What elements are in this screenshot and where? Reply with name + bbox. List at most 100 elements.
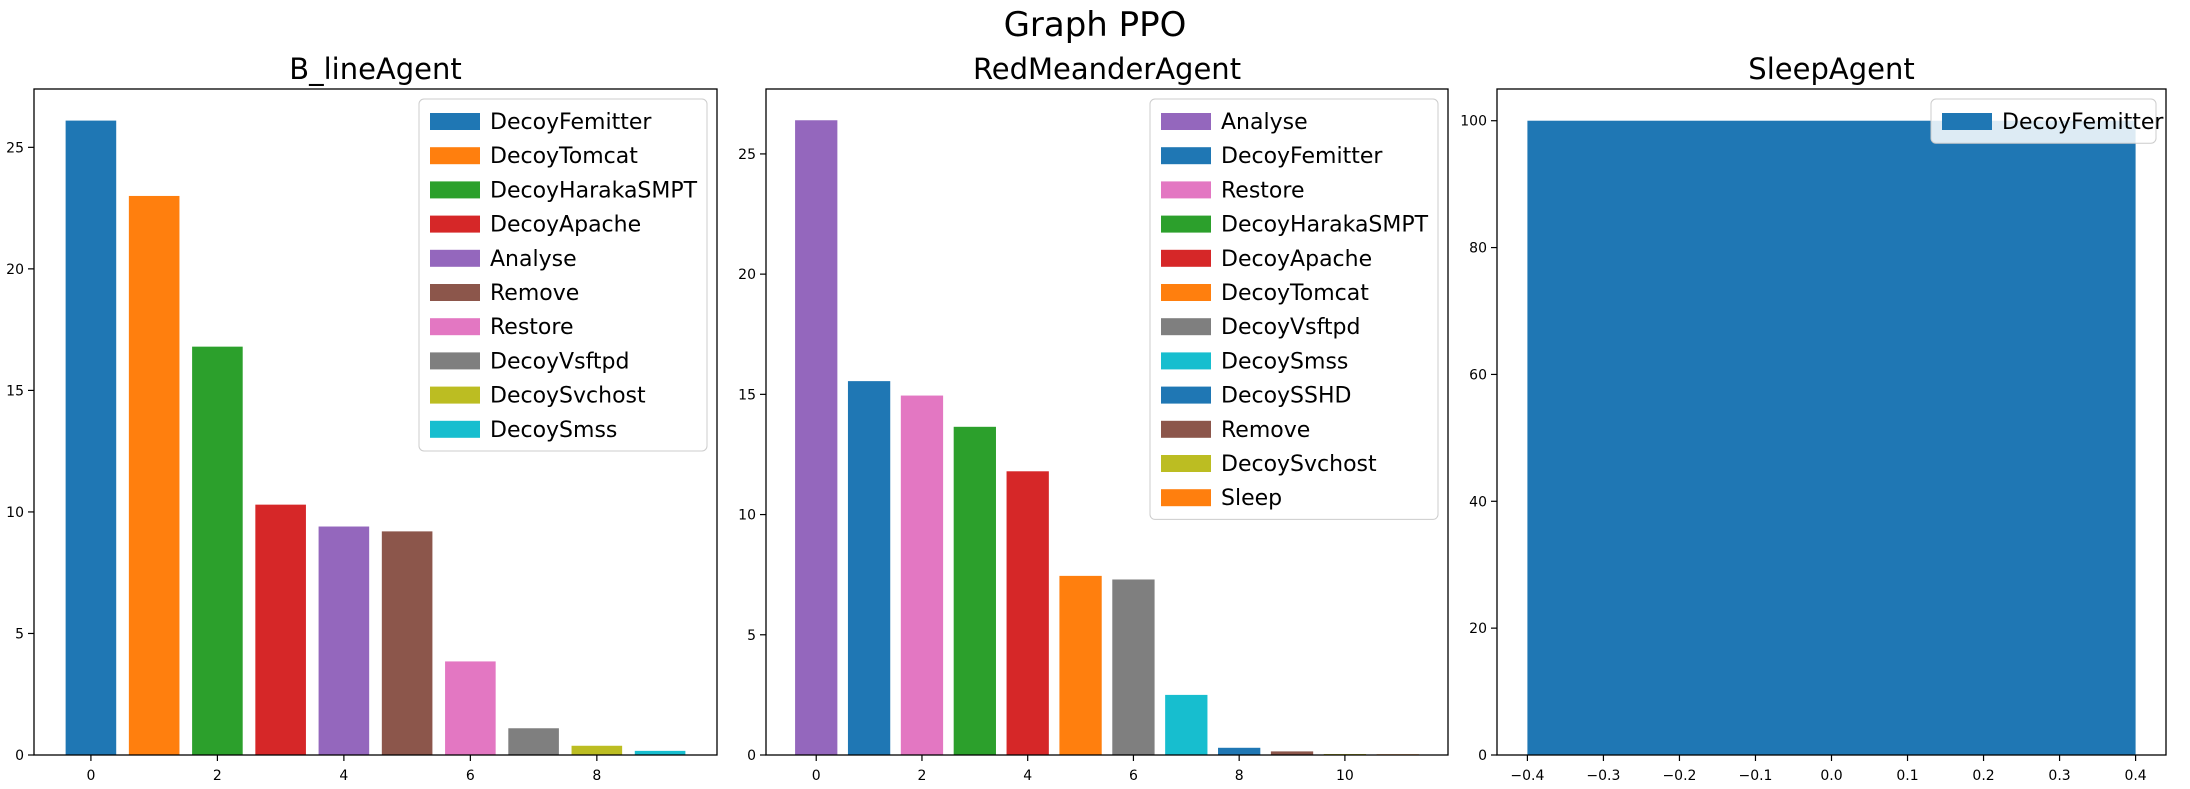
bar-decoyfemitter xyxy=(65,120,117,756)
legend-entry: Analyse xyxy=(490,247,577,272)
bar-decoysvchost xyxy=(571,745,623,755)
x-tick-label: 8 xyxy=(592,768,601,784)
x-tick-label: 2 xyxy=(213,768,222,784)
axes-frame xyxy=(33,88,718,756)
legend-swatch xyxy=(430,318,480,336)
y-tick-label: 10 xyxy=(6,505,24,521)
legend-swatch xyxy=(1942,113,1992,130)
chart-title: B_lineAgent xyxy=(289,52,462,86)
legend: DecoyFemitter DecoyTomcat DecoyHarakaSMPT D… xyxy=(418,98,708,452)
y-tick-label: 5 xyxy=(15,626,24,642)
bar-decoyapache xyxy=(1006,471,1049,755)
chart-3: SleepAgent −0.4 −0.3 −0.2 −0.1 0.0 0.1 0.2 0.3 0.… xyxy=(1460,52,2167,784)
y-tick-label: 60 xyxy=(1469,367,1487,383)
bar-decoytomcat xyxy=(128,195,180,755)
legend-frame xyxy=(1930,98,2157,144)
legend-entry: DecoySmss xyxy=(1221,349,1348,374)
bar-decoyapache xyxy=(255,504,306,755)
y-tick-label: 15 xyxy=(6,383,24,399)
legend-swatch xyxy=(1161,455,1211,472)
legend-entry: Restore xyxy=(1221,178,1304,203)
legend-entry: DecoyTomcat xyxy=(490,144,638,169)
bar-decoyharakasmpt xyxy=(953,426,996,755)
bar-remove xyxy=(1270,751,1314,755)
x-tick-label: 0.3 xyxy=(2048,768,2070,784)
legend: Analyse DecoyFemitter Restore DecoyHarakaSM… xyxy=(1149,98,1439,520)
x-tick-label: 0.0 xyxy=(1820,768,1842,784)
bar-analyse xyxy=(795,120,838,755)
x-tick-label: −0.4 xyxy=(1510,768,1544,784)
x-tick-label: 0.2 xyxy=(1972,768,1994,784)
x-tick-label: −0.3 xyxy=(1586,768,1620,784)
legend-swatch xyxy=(430,284,480,301)
legend-swatch xyxy=(1161,420,1211,438)
legend-swatch xyxy=(430,420,480,438)
y-tick-label: 20 xyxy=(6,262,24,278)
legend-swatch xyxy=(1161,249,1211,267)
legend-entry: Remove xyxy=(1221,418,1310,443)
legend-entry: DecoyHarakaSMPT xyxy=(1221,213,1429,238)
bar-restore xyxy=(900,395,944,755)
y-tick-label: 0 xyxy=(15,748,24,764)
x-tick-label: −0.1 xyxy=(1738,768,1772,784)
legend-frame xyxy=(1149,98,1439,520)
legend-entry: DecoyHarakaSMPT xyxy=(490,178,698,203)
legend-entry: DecoyApache xyxy=(1221,247,1372,272)
y-tick-label: 25 xyxy=(738,147,756,163)
y-tick-label: 20 xyxy=(738,267,756,283)
legend-swatch xyxy=(1161,489,1211,507)
x-tick-label: 0 xyxy=(812,768,821,784)
bar-restore xyxy=(445,661,496,755)
legend-swatch xyxy=(1161,113,1211,130)
legend-swatch xyxy=(430,113,480,130)
bar-remove xyxy=(381,531,433,755)
bar-decoyfemitter xyxy=(1527,120,2136,755)
y-tick-label: 40 xyxy=(1469,494,1487,510)
y-tick-label: 5 xyxy=(747,628,756,644)
bar-decoyharakasmpt xyxy=(192,346,243,755)
chart-title: RedMeanderAgent xyxy=(973,52,1241,86)
figure-title: Graph PPO xyxy=(1003,5,1187,45)
y-tick-label: 100 xyxy=(1460,114,1487,130)
legend-swatch xyxy=(430,215,480,233)
bar-decoytomcat xyxy=(1059,575,1102,755)
bar-decoyvsftpd xyxy=(508,728,559,755)
chart-2: RedMeanderAgent 0 2 4 6 8 10 0 5 10 15 20 25 Analyse D… xyxy=(738,52,1449,784)
bar-decoyfemitter xyxy=(847,381,891,755)
y-tick-label: 0 xyxy=(747,748,756,764)
legend-entry: DecoyVsftpd xyxy=(1221,315,1360,340)
x-tick-label: 6 xyxy=(466,768,475,784)
legend-entry: Analyse xyxy=(1221,110,1308,135)
bar-decoysmss xyxy=(1165,694,1208,755)
legend-entry: DecoySSHD xyxy=(1221,384,1351,409)
bar-decoyvsftpd xyxy=(1112,579,1155,755)
y-tick-label: 20 xyxy=(1469,621,1487,637)
legend-entry: DecoyFemitter xyxy=(2002,110,2164,135)
legend-swatch xyxy=(430,386,480,404)
y-tick-label: 80 xyxy=(1469,241,1487,257)
legend-entry: DecoyFemitter xyxy=(490,110,652,135)
legend-swatch xyxy=(430,147,480,165)
legend-swatch xyxy=(1161,352,1211,370)
legend-swatch xyxy=(1161,284,1211,301)
x-tick-label: 8 xyxy=(1235,768,1244,784)
x-tick-label: −0.2 xyxy=(1662,768,1696,784)
legend-swatch xyxy=(430,352,480,370)
bar-decoysmss xyxy=(634,750,686,755)
legend-entry: DecoySmss xyxy=(490,418,617,443)
legend-entry: Remove xyxy=(490,281,579,306)
legend-entry: DecoyVsftpd xyxy=(490,349,629,374)
legend-entry: Sleep xyxy=(1221,486,1282,511)
legend-entry: DecoyApache xyxy=(490,213,641,238)
x-tick-label: 0 xyxy=(86,768,95,784)
x-tick-label: 4 xyxy=(1023,768,1032,784)
legend-frame xyxy=(418,98,708,452)
bar-decoysshd xyxy=(1218,747,1261,755)
chart-title: SleepAgent xyxy=(1748,52,1914,86)
y-tick-label: 10 xyxy=(738,508,756,524)
x-tick-label: 6 xyxy=(1129,768,1138,784)
legend-entry: DecoySvchost xyxy=(1221,452,1377,477)
axes-frame xyxy=(765,88,1449,756)
legend-swatch xyxy=(1161,386,1211,404)
legend: DecoyFemitter xyxy=(1930,98,2164,144)
